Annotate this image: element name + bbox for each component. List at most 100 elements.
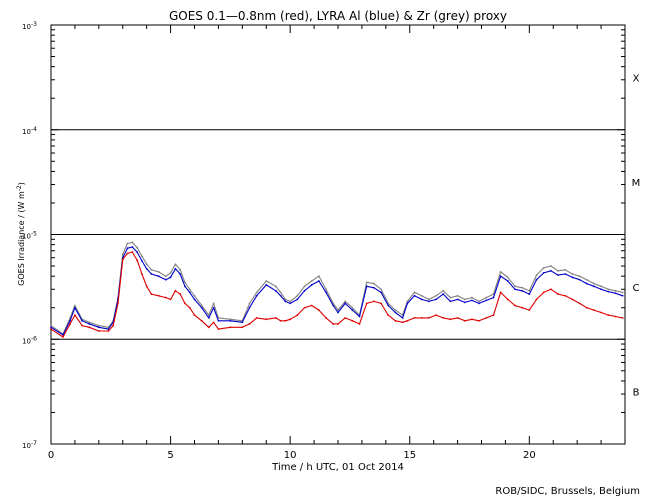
data-point-1-51: [387, 304, 390, 307]
x-axis-label: Time / h UTC, 01 Oct 2014: [271, 462, 404, 473]
y-tick-label-1: 10-4: [22, 126, 37, 136]
data-point-1-77: [571, 276, 574, 279]
data-point-2-74: [549, 288, 552, 291]
data-point-2-2: [69, 323, 72, 325]
data-point-1-71: [528, 293, 531, 295]
data-point-1-20: [174, 267, 177, 270]
data-point-1-56: [420, 298, 423, 301]
data-point-2-50: [380, 302, 382, 305]
data-point-2-17: [157, 294, 160, 297]
data-point-2-49: [372, 300, 375, 303]
data-point-2-8: [112, 324, 115, 327]
data-point-0-84: [621, 291, 624, 294]
data-point-1-14: [140, 259, 143, 262]
data-point-1-80: [593, 285, 595, 288]
data-point-2-33: [265, 318, 268, 321]
data-point-1-74: [549, 269, 552, 272]
data-point-1-78: [578, 278, 581, 281]
data-point-1-0: [50, 326, 52, 329]
data-point-0-54: [406, 300, 409, 303]
data-point-2-55: [413, 316, 416, 319]
data-point-2-18: [164, 296, 167, 299]
data-point-0-73: [542, 266, 545, 269]
data-point-1-45: [344, 302, 347, 305]
y-tick-label-2: 10-5: [22, 231, 37, 241]
data-point-2-21: [179, 293, 182, 295]
data-point-0-75: [557, 269, 559, 272]
data-point-0-48: [365, 281, 368, 284]
data-point-2-66: [492, 314, 495, 317]
data-point-2-84: [621, 316, 624, 319]
data-point-1-18: [164, 278, 167, 281]
y-tick-base-1: 10: [22, 128, 31, 136]
data-point-0-22: [184, 281, 186, 284]
data-point-1-64: [478, 302, 481, 305]
data-point-1-60: [449, 300, 452, 303]
data-point-0-78: [578, 275, 581, 278]
y-tick-exp-0: -3: [31, 21, 37, 28]
data-point-1-23: [188, 291, 191, 294]
data-point-2-11: [126, 252, 129, 255]
data-point-0-57: [427, 298, 430, 301]
data-point-2-38: [296, 314, 299, 317]
data-point-0-55: [413, 291, 416, 294]
data-point-0-45: [344, 300, 347, 303]
data-point-0-24: [193, 294, 196, 297]
data-point-1-63: [471, 299, 473, 302]
data-point-2-19: [169, 298, 172, 301]
data-point-2-29: [229, 326, 232, 329]
y-tick-exp-3: -6: [31, 335, 37, 342]
data-point-2-73: [542, 291, 545, 294]
data-point-0-60: [449, 296, 452, 299]
data-point-1-70: [521, 289, 524, 292]
data-point-0-17: [157, 270, 160, 273]
data-point-1-6: [97, 326, 100, 329]
data-point-2-4: [81, 324, 83, 327]
data-point-2-32: [255, 316, 258, 319]
data-point-2-59: [442, 316, 445, 319]
data-point-0-77: [571, 273, 574, 275]
data-point-0-67: [499, 270, 502, 273]
data-point-2-31: [248, 323, 251, 325]
data-point-0-56: [420, 294, 423, 297]
data-point-1-68: [506, 280, 509, 282]
data-point-0-23: [188, 288, 191, 291]
data-point-0-71: [528, 289, 531, 292]
series-layer: [50, 241, 624, 338]
data-point-0-33: [265, 280, 268, 282]
data-point-1-36: [284, 300, 287, 303]
data-point-1-17: [157, 275, 160, 278]
data-point-2-7: [107, 330, 110, 332]
data-point-1-57: [427, 300, 430, 303]
data-point-0-34: [274, 285, 277, 288]
y-axis-label-exponent: -2: [16, 185, 23, 191]
data-point-0-12: [131, 241, 134, 244]
data-point-2-56: [420, 316, 423, 319]
data-point-0-65: [485, 296, 488, 299]
data-point-1-7: [107, 328, 110, 330]
data-point-1-84: [621, 294, 624, 297]
data-point-2-40: [310, 304, 313, 307]
data-point-2-76: [564, 294, 567, 297]
data-point-1-81: [600, 288, 602, 291]
flare-class-label-C: C: [633, 283, 640, 294]
data-point-0-58: [435, 294, 437, 297]
data-point-0-83: [614, 289, 617, 292]
x-tick-label-0: 0: [48, 450, 54, 461]
data-point-1-27: [212, 306, 215, 309]
data-point-0-19: [169, 271, 172, 274]
data-point-1-67: [499, 275, 502, 278]
x-tick-label-1: 5: [167, 450, 173, 461]
data-point-0-32: [255, 291, 258, 294]
data-point-1-11: [126, 247, 129, 250]
x-tick-label-4: 20: [523, 450, 536, 461]
data-point-0-0: [50, 324, 52, 327]
y-axis-label-close: ): [17, 182, 26, 185]
flare-class-label-B: B: [633, 388, 640, 399]
x-tick-label-3: 15: [403, 450, 416, 461]
y-tick-base-0: 10: [22, 23, 31, 31]
y-tick-label-3: 10-6: [22, 335, 37, 345]
data-point-1-42: [325, 291, 327, 294]
data-point-0-52: [394, 309, 397, 311]
